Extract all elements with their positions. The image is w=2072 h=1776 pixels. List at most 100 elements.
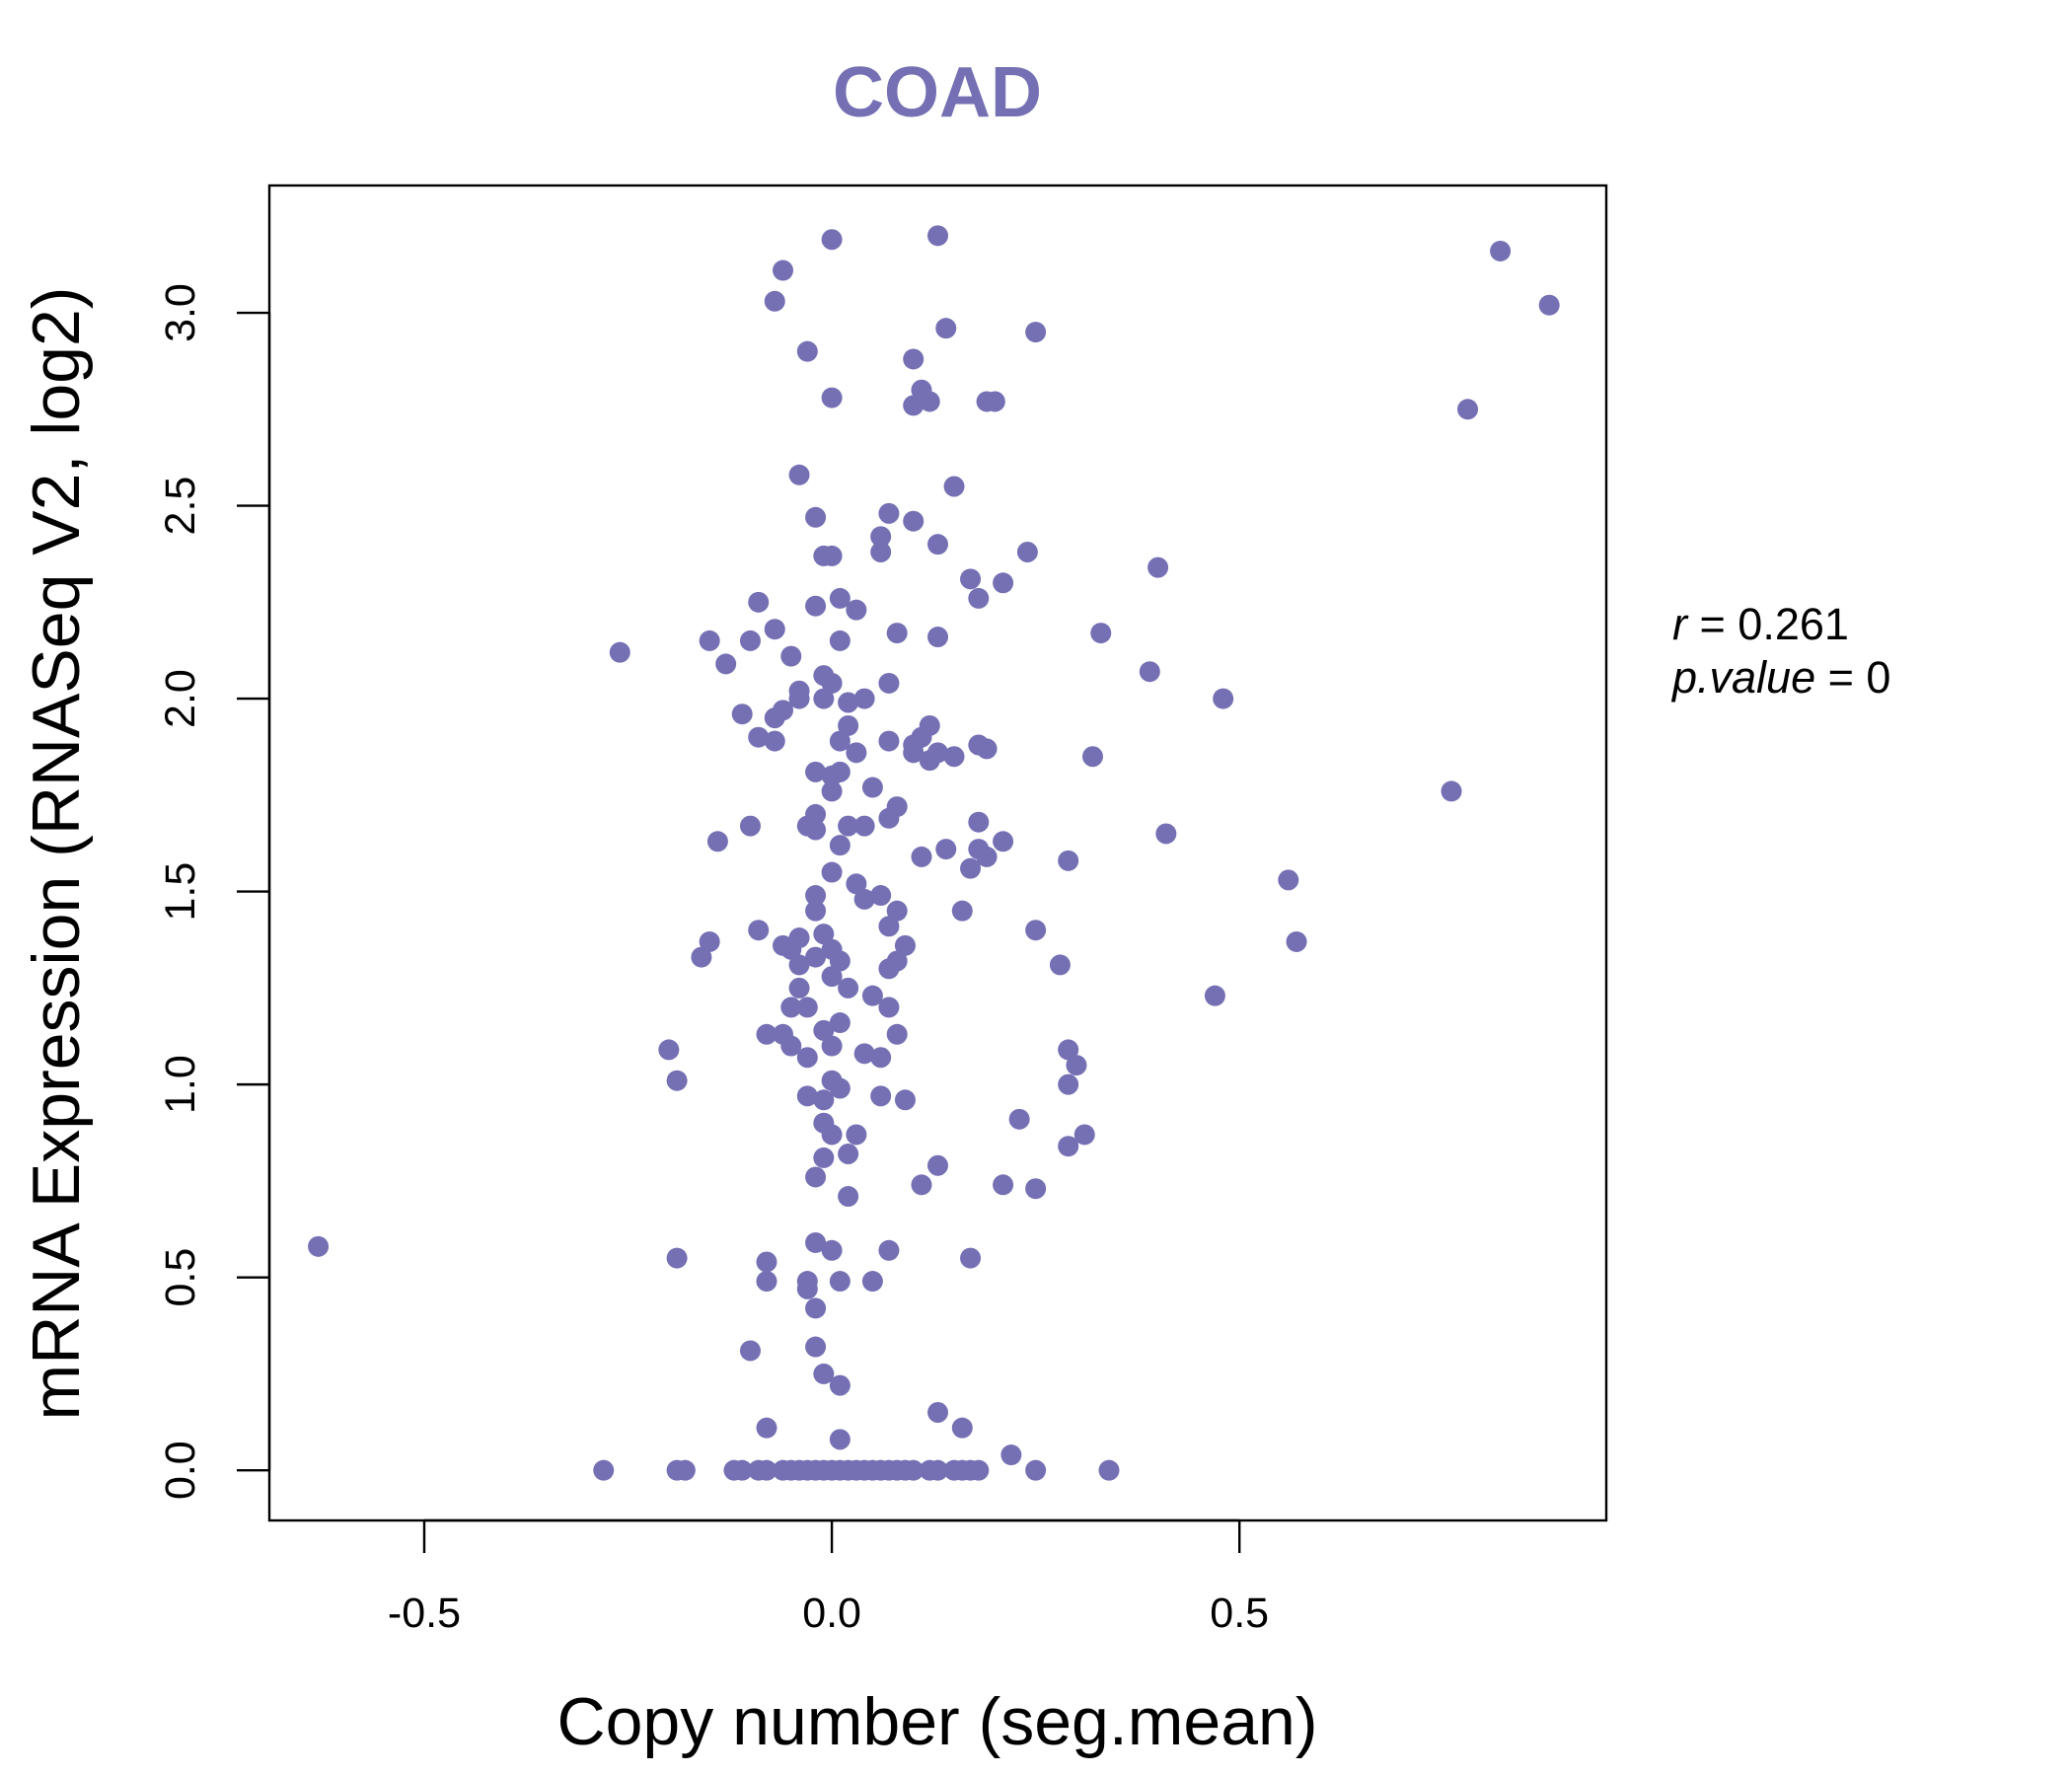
data-point <box>829 950 851 972</box>
data-point <box>846 599 867 621</box>
data-point <box>927 534 948 555</box>
data-point <box>805 900 827 922</box>
data-point <box>796 340 818 362</box>
data-point <box>1058 1073 1079 1095</box>
data-point <box>838 692 859 713</box>
data-point <box>821 672 843 694</box>
data-point <box>1213 688 1234 709</box>
data-point <box>788 954 810 976</box>
data-point <box>748 726 770 748</box>
data-point <box>903 348 925 370</box>
data-point <box>691 946 712 968</box>
data-point <box>813 1089 835 1111</box>
data-point <box>805 595 827 617</box>
data-point <box>805 1166 827 1188</box>
data-point <box>886 900 908 922</box>
data-point <box>1058 1039 1079 1061</box>
data-point <box>780 645 802 667</box>
data-point <box>821 545 843 566</box>
data-point <box>903 395 925 416</box>
data-point <box>1025 322 1047 343</box>
x-axis: -0.5 0.0 0.5 <box>388 1518 1269 1637</box>
data-point <box>927 742 948 764</box>
data-point <box>1049 954 1071 976</box>
data-point <box>731 703 753 725</box>
x-axis-label: Copy number (seg.mean) <box>556 1684 1317 1759</box>
data-point <box>838 714 859 736</box>
data-point <box>1147 556 1169 578</box>
x-tick-label: 0.0 <box>802 1590 861 1637</box>
data-point <box>878 916 900 937</box>
data-point <box>821 229 843 251</box>
data-point <box>984 391 1005 412</box>
data-point <box>919 391 940 412</box>
data-point <box>976 738 998 760</box>
data-point <box>861 985 883 1006</box>
data-point <box>756 1417 777 1439</box>
r-equals: = <box>1687 599 1738 649</box>
data-point <box>699 629 720 651</box>
data-point <box>960 1247 982 1269</box>
y-axis-label: mRNA Expression (RNASeq V2, log2) <box>19 287 94 1421</box>
data-point <box>1000 1444 1022 1466</box>
data-point <box>1090 623 1112 644</box>
data-point <box>788 464 810 485</box>
data-point <box>829 730 851 752</box>
data-point <box>829 1077 851 1099</box>
data-point <box>1058 850 1079 871</box>
data-point <box>829 1429 851 1450</box>
data-point <box>773 700 794 721</box>
y-tick-label: 2.0 <box>157 669 204 728</box>
data-point <box>853 1043 875 1065</box>
data-point <box>960 857 982 879</box>
data-point <box>666 1247 688 1269</box>
data-point <box>658 1039 680 1061</box>
data-point <box>846 1124 867 1146</box>
data-point <box>796 1047 818 1069</box>
data-points <box>308 225 1560 1481</box>
data-point <box>1058 1136 1079 1157</box>
data-point <box>829 1271 851 1293</box>
data-point <box>1441 780 1462 802</box>
data-point <box>1278 869 1299 891</box>
data-point <box>853 815 875 837</box>
data-point <box>927 1402 948 1424</box>
data-point <box>813 1019 835 1041</box>
data-point <box>935 318 957 339</box>
p-value: 0 <box>1866 652 1890 703</box>
data-point <box>1286 930 1307 952</box>
data-point <box>813 1363 835 1384</box>
data-point <box>1073 1124 1095 1146</box>
data-point <box>308 1235 330 1257</box>
data-point <box>927 627 948 648</box>
data-point <box>870 541 892 562</box>
data-point <box>796 1085 818 1107</box>
p-value-label: p.value <box>1670 652 1815 703</box>
data-point <box>903 510 925 532</box>
data-point <box>861 1271 883 1293</box>
data-point <box>870 885 892 907</box>
data-point <box>993 1174 1014 1196</box>
data-point <box>886 950 908 972</box>
r-value: 0.261 <box>1738 599 1849 649</box>
data-point <box>870 1085 892 1107</box>
data-point <box>894 1089 916 1111</box>
data-point <box>773 259 794 281</box>
data-point <box>780 997 802 1018</box>
data-point <box>886 1023 908 1045</box>
data-point <box>748 920 770 941</box>
data-point <box>993 572 1014 594</box>
data-point <box>829 1374 851 1396</box>
data-point <box>927 1154 948 1176</box>
data-point <box>805 1231 827 1253</box>
data-point <box>861 777 883 798</box>
data-point <box>739 1340 761 1362</box>
data-point <box>739 629 761 651</box>
data-point <box>764 290 785 312</box>
chart-title: COAD <box>833 53 1042 132</box>
data-point <box>756 1459 777 1481</box>
data-point <box>951 1417 973 1439</box>
data-point <box>805 506 827 528</box>
y-axis: 0.0 0.5 1.0 1.5 2.0 2.5 3.0 <box>157 283 271 1500</box>
data-point <box>756 1251 777 1273</box>
